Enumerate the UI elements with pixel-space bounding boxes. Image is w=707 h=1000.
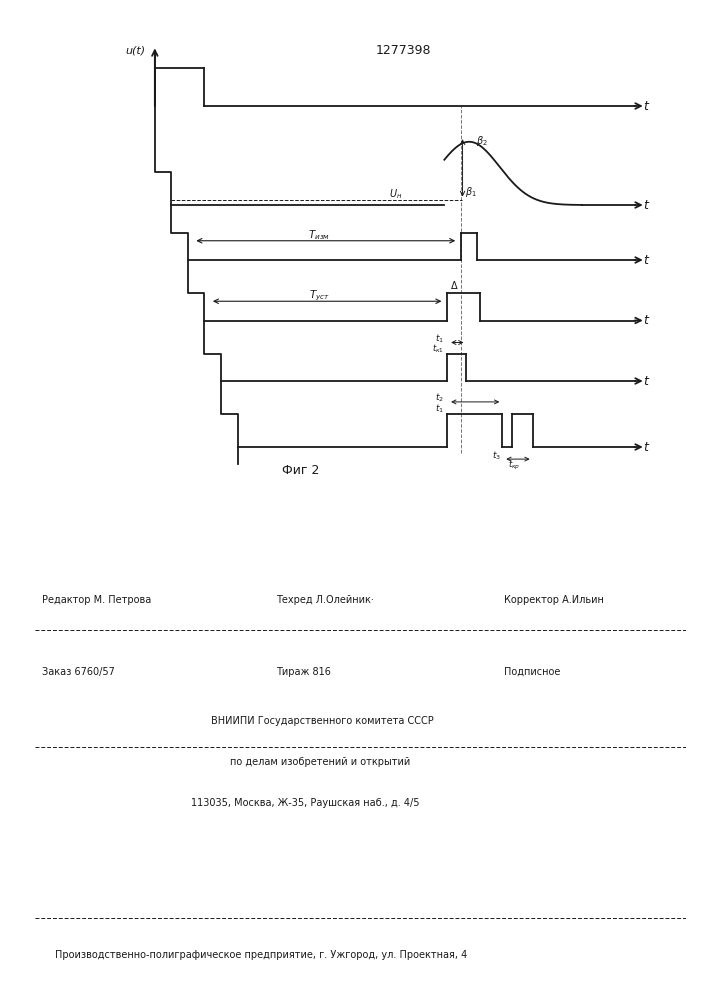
Text: t: t bbox=[643, 314, 648, 327]
Text: $T_{уст}$: $T_{уст}$ bbox=[309, 289, 330, 303]
Text: $t_1$: $t_1$ bbox=[436, 403, 445, 415]
Text: $t_2$: $t_2$ bbox=[436, 392, 445, 404]
Text: $T_{изм}$: $T_{изм}$ bbox=[308, 228, 330, 242]
Text: $t_1$: $t_1$ bbox=[436, 332, 445, 345]
Text: $t_{к1}$: $t_{к1}$ bbox=[433, 343, 445, 355]
Text: Корректор А.Ильин: Корректор А.Ильин bbox=[503, 595, 604, 605]
Text: t: t bbox=[643, 441, 648, 454]
Text: t: t bbox=[643, 100, 648, 113]
Text: $t_3$: $t_3$ bbox=[492, 449, 501, 462]
Text: t: t bbox=[643, 199, 648, 212]
Text: Тираж 816: Тираж 816 bbox=[276, 667, 331, 677]
Text: $β_1$: $β_1$ bbox=[465, 185, 477, 199]
Text: ВНИИПИ Государственного комитета СССР: ВНИИПИ Государственного комитета СССР bbox=[211, 716, 433, 726]
Text: t: t bbox=[643, 375, 648, 388]
Text: u(t): u(t) bbox=[125, 46, 146, 56]
Text: $β_2$: $β_2$ bbox=[476, 134, 488, 148]
Text: Заказ 6760/57: Заказ 6760/57 bbox=[42, 667, 115, 677]
Text: Редактор М. Петрова: Редактор М. Петрова bbox=[42, 595, 151, 605]
Text: по делам изобретений и открытий: по делам изобретений и открытий bbox=[230, 757, 411, 767]
Text: Фиг 2: Фиг 2 bbox=[281, 464, 319, 478]
Text: Производственно-полиграфическое предприятие, г. Ужгород, ул. Проектная, 4: Производственно-полиграфическое предприя… bbox=[55, 950, 467, 960]
Text: 1277398: 1277398 bbox=[375, 44, 431, 57]
Text: $\Delta$: $\Delta$ bbox=[450, 279, 458, 291]
Text: Техред Л.Олейник·: Техред Л.Олейник· bbox=[276, 595, 374, 605]
Text: Подписное: Подписное bbox=[503, 667, 560, 677]
Text: $t_{кр}$: $t_{кр}$ bbox=[508, 459, 520, 472]
Text: t: t bbox=[643, 254, 648, 267]
Text: $U_{н}$: $U_{н}$ bbox=[390, 187, 402, 201]
Text: 113035, Москва, Ж-35, Раушская наб., д. 4/5: 113035, Москва, Ж-35, Раушская наб., д. … bbox=[192, 798, 420, 808]
